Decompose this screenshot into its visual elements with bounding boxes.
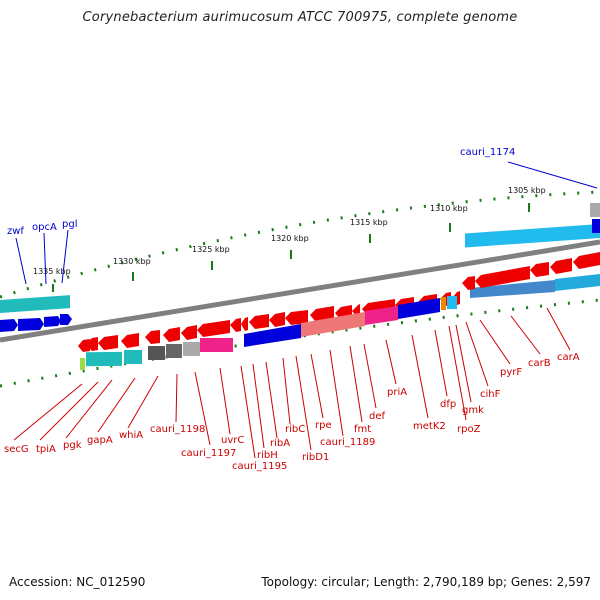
gene-label-cihf: cihF <box>480 389 501 400</box>
tick-label-1335: 1335 kbp <box>33 267 71 276</box>
gene-label-riba: ribA <box>270 438 290 449</box>
genome-summary: Topology: circular; Length: 2,790,189 bp… <box>261 575 591 589</box>
gene-label-dfp: dfp <box>440 399 456 410</box>
map-title: Corynebacterium aurimucosum ATCC 700975,… <box>82 10 518 25</box>
gene-label-cauri-1189: cauri_1189 <box>320 437 375 448</box>
forward-gene-labels: zwf opcA pgl cauri_1174 <box>7 147 515 237</box>
tick-label-1305: 1305 kbp <box>508 186 546 195</box>
outer-dotted-arc <box>0 190 600 299</box>
genome-backbone <box>0 239 600 343</box>
tick-label-1325: 1325 kbp <box>192 245 230 254</box>
gene-label-ribd1: ribD1 <box>302 452 329 463</box>
tick-label-1310: 1310 kbp <box>430 204 468 213</box>
gene-label-cauri-1197: cauri_1197 <box>181 448 236 459</box>
gene-label-whia: whiA <box>119 430 143 441</box>
gene-label-secg: secG <box>4 444 29 455</box>
gene-label-ribh: ribH <box>257 450 278 461</box>
tick-label-1320: 1320 kbp <box>271 234 309 243</box>
gene-label-metk2: metK2 <box>413 421 446 432</box>
gene-label-rpoz: rpoZ <box>457 424 481 435</box>
gene-label-pgl: pgl <box>62 219 77 230</box>
reverse-leader-lines <box>13 307 571 459</box>
gene-label-cauri-1174: cauri_1174 <box>460 147 515 158</box>
reverse-gene-labels: secG tpiA pgk gapA whiA cauri_1198 cauri… <box>4 352 580 472</box>
gene-label-tpia: tpiA <box>36 444 56 455</box>
forward-leader-lines <box>15 161 598 285</box>
forward-strand-genes <box>0 203 600 332</box>
scale-tick-labels: 1335 kbp 1330 kbp 1325 kbp 1320 kbp 1315… <box>33 186 546 276</box>
gene-label-zwf: zwf <box>7 226 24 237</box>
gene-label-cauri-1198: cauri_1198 <box>150 424 205 435</box>
gene-label-cauri-1195: cauri_1195 <box>232 461 287 472</box>
gene-label-gmk: gmk <box>462 405 484 416</box>
gene-label-pria: priA <box>387 387 407 398</box>
gene-label-gapa: gapA <box>87 435 113 446</box>
gene-label-carb: carB <box>528 358 551 369</box>
gene-label-opca: opcA <box>32 222 57 233</box>
accession-label: Accession: NC_012590 <box>9 575 146 589</box>
tick-label-1330: 1330 kbp <box>113 257 151 266</box>
inner-dotted-arc <box>0 298 600 388</box>
gene-label-pyrf: pyrF <box>500 367 522 378</box>
gene-label-pgk: pgk <box>63 440 82 451</box>
reverse-strand-genes <box>78 252 600 370</box>
scale-ticks <box>52 203 530 292</box>
gene-label-cara: carA <box>557 352 580 363</box>
gene-label-fmt: fmt <box>354 424 371 435</box>
tick-label-1315: 1315 kbp <box>350 218 388 227</box>
gene-label-ribc: ribC <box>285 424 305 435</box>
gene-label-rpe: rpe <box>315 420 332 431</box>
gene-label-def: def <box>369 411 386 422</box>
gene-label-uvrc: uvrC <box>221 435 244 446</box>
